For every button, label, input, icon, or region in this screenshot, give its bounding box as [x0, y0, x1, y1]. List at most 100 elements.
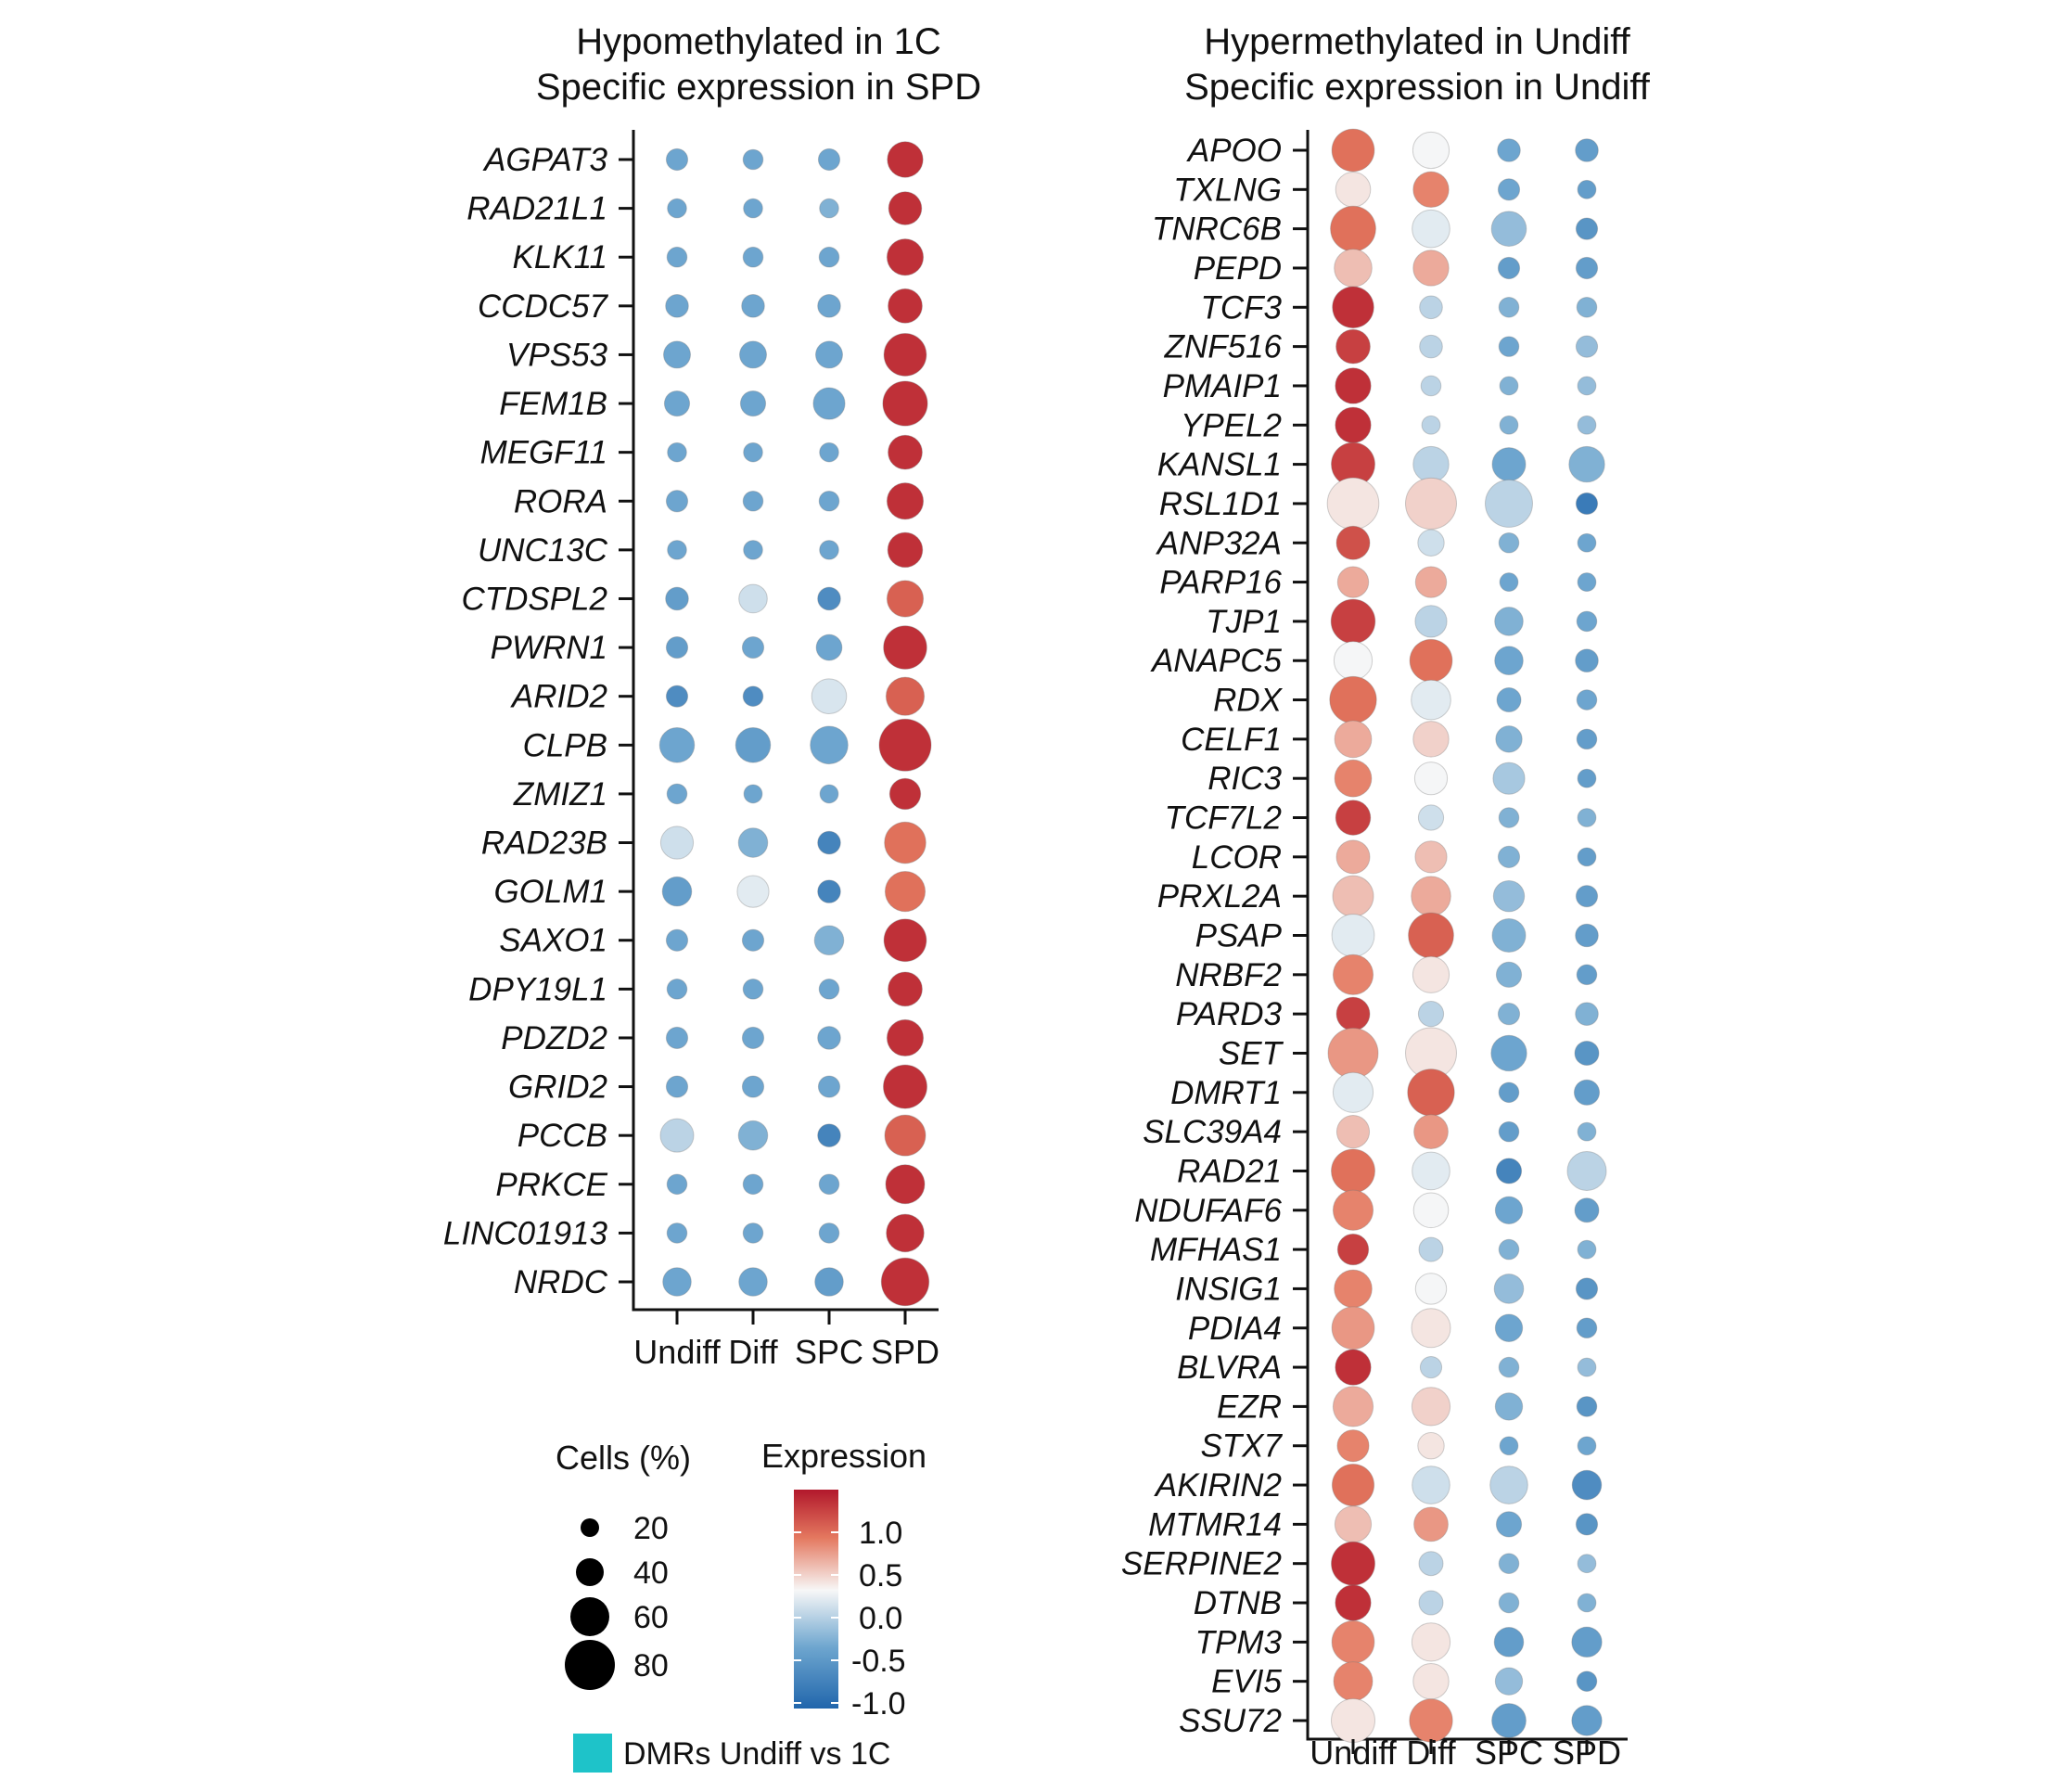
- dot-grid2-undiff: [665, 1075, 689, 1098]
- dot-fem1b-diff: [739, 390, 767, 417]
- dot-pard3-undiff: [1335, 996, 1371, 1031]
- panel1-title-line2: Specific expression in SPD: [536, 67, 981, 108]
- dot-ezr-diff: [1411, 1387, 1451, 1427]
- gene-label: PEPD: [1194, 250, 1282, 287]
- dot-ndufaf6-undiff: [1332, 1189, 1374, 1231]
- dot-fem1b-spc: [812, 387, 846, 420]
- dot-dmrt1-spc: [1498, 1082, 1520, 1104]
- dot-stx7-spd: [1577, 1436, 1597, 1456]
- gene-label: YPEL2: [1181, 407, 1282, 443]
- dot-nrbf2-diff: [1412, 955, 1450, 993]
- gene-label: TPM3: [1195, 1624, 1283, 1660]
- dot-kansl1-spd: [1568, 445, 1605, 483]
- dot-pdia4-spd: [1576, 1317, 1598, 1339]
- dot-dpy19l1-spc: [818, 979, 840, 1000]
- dot-zmiz1-spc: [819, 784, 839, 804]
- dot-serpine2-diff: [1418, 1551, 1444, 1577]
- x-tick-label-undiff: Undiff: [633, 1333, 721, 1371]
- dot-saxo1-spd: [883, 918, 927, 963]
- gene-label: RDX: [1213, 683, 1284, 719]
- dot-psap-spc: [1491, 918, 1527, 953]
- dot-txlng-undiff: [1335, 172, 1372, 208]
- dot-arid2-spd: [885, 676, 926, 716]
- dot-mtmr14-spc: [1495, 1511, 1523, 1538]
- dot-set-undiff: [1327, 1027, 1379, 1079]
- dot-insig1-undiff: [1334, 1269, 1373, 1309]
- dot-lcor-diff: [1414, 840, 1448, 874]
- dot-pdia4-spc: [1494, 1313, 1524, 1342]
- cells-legend-label-60: 60: [633, 1600, 669, 1635]
- panel2-title-line2: Specific expression in Undiff: [1184, 67, 1651, 108]
- gene-label: ZNF516: [1164, 329, 1283, 365]
- dot-insig1-spd: [1575, 1277, 1599, 1300]
- dot-set-spd: [1574, 1040, 1600, 1066]
- dot-pard3-diff: [1417, 1001, 1445, 1028]
- dot-ndufaf6-spc: [1494, 1196, 1524, 1224]
- dot-ezr-spc: [1494, 1392, 1524, 1421]
- dot-celf1-diff: [1412, 721, 1450, 758]
- dot-znf516-spc: [1498, 336, 1520, 357]
- dot-set-spc: [1490, 1034, 1527, 1072]
- dmr-swatch: [573, 1734, 612, 1773]
- x-tick-label-diff: Diff: [1406, 1734, 1456, 1772]
- dot-slc39a4-diff: [1413, 1114, 1449, 1150]
- dot-arid2-undiff: [665, 685, 689, 708]
- dot-pepd-spd: [1575, 256, 1599, 280]
- dot-golm1-spd: [884, 871, 926, 913]
- dot-blvra-undiff: [1335, 1349, 1372, 1386]
- dot-tpm3-undiff: [1331, 1619, 1375, 1664]
- dot-nrbf2-spc: [1495, 961, 1523, 988]
- dot-clpb-diff: [735, 727, 772, 763]
- dot-pwrn1-undiff: [665, 635, 689, 659]
- dot-ccdc57-undiff: [665, 294, 689, 318]
- gene-label: NRBF2: [1175, 957, 1282, 993]
- dot-tnrc6b-spd: [1575, 217, 1599, 240]
- gene-label: PSAP: [1195, 918, 1283, 954]
- dot-rora-spd: [886, 482, 925, 520]
- gene-label: NDUFAF6: [1134, 1193, 1282, 1229]
- dot-prkce-diff: [742, 1173, 764, 1196]
- gene-label: CCDC57: [478, 288, 609, 325]
- dot-tcf7l2-spc: [1498, 807, 1520, 828]
- dot-pepd-spc: [1497, 256, 1521, 280]
- dot-tnrc6b-undiff: [1330, 205, 1376, 252]
- gene-label: EVI5: [1211, 1664, 1282, 1700]
- dot-pard3-spc: [1497, 1003, 1521, 1026]
- dot-tjp1-diff: [1414, 605, 1448, 638]
- gene-label: RORA: [514, 483, 607, 519]
- gene-label: APOO: [1186, 133, 1282, 169]
- dot-lcor-spd: [1577, 847, 1597, 867]
- gene-label: BLVRA: [1177, 1350, 1282, 1386]
- dot-klk11-diff: [742, 246, 764, 268]
- dot-parp16-diff: [1414, 566, 1448, 598]
- dot-akirin2-spc: [1489, 1466, 1528, 1504]
- dot-txlng-spc: [1497, 178, 1521, 201]
- dot-ctdspl2-diff: [738, 583, 768, 614]
- dot-rad23b-spc: [817, 830, 841, 855]
- dot-megf11-undiff: [667, 442, 687, 463]
- dot-rdx-spc: [1496, 687, 1522, 713]
- dot-rad23b-diff: [737, 827, 769, 858]
- gene-label: RAD23B: [481, 826, 607, 862]
- dot-evi5-undiff: [1333, 1661, 1374, 1702]
- gene-label: PDIA4: [1188, 1311, 1282, 1347]
- cells-legend-dot-40: [576, 1558, 604, 1586]
- gene-label: UNC13C: [478, 532, 608, 569]
- gene-label: PWRN1: [491, 630, 607, 666]
- dot-clpb-undiff: [658, 727, 696, 763]
- dot-txlng-diff: [1412, 171, 1450, 209]
- dot-kansl1-diff: [1412, 445, 1450, 483]
- gene-label: EZR: [1217, 1389, 1282, 1425]
- cells-legend-label-20: 20: [633, 1511, 669, 1546]
- dot-rad21l1-undiff: [667, 198, 687, 219]
- expression-legend-title: Expression: [761, 1437, 926, 1475]
- dot-pccb-diff: [737, 1120, 769, 1151]
- dot-parp16-spd: [1577, 572, 1597, 592]
- dot-serpine2-spc: [1498, 1553, 1520, 1574]
- dot-rora-undiff: [665, 490, 689, 513]
- dot-dmrt1-undiff: [1332, 1071, 1374, 1113]
- dot-klk11-spd: [886, 238, 925, 276]
- dot-anp32a-undiff: [1335, 525, 1371, 560]
- gene-label: GRID2: [508, 1069, 607, 1106]
- dot-slc39a4-spc: [1498, 1120, 1520, 1143]
